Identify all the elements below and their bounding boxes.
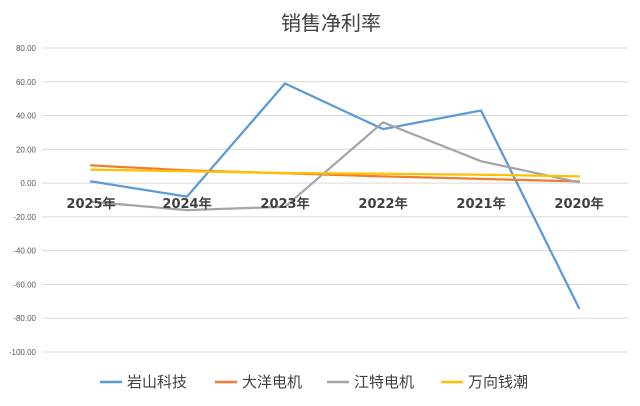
y-tick-label: 0.00 (20, 179, 36, 188)
series-lines (89, 82, 581, 310)
legend: 岩山科技 大洋电机 江特电机 万向钱潮 (100, 373, 528, 391)
x-tick-label: 2020年 (554, 196, 603, 212)
series-line-3 (89, 168, 581, 178)
y-tick-label: -40.00 (13, 247, 36, 256)
series-line-0 (89, 82, 581, 310)
y-tick-label: 60.00 (16, 78, 37, 87)
legend-label: 江特电机 (354, 373, 414, 391)
y-tick-label: -20.00 (13, 213, 36, 222)
y-axis-ticks: 80.00 60.00 40.00 20.00 0.00 -20.00 -40.00 -60.… (9, 44, 37, 357)
x-tick-label: 2021年 (456, 196, 505, 212)
series-line-1 (89, 164, 581, 183)
x-axis-ticks: 2025年 2024年 2023年 2022年 2021年 2020年 (66, 196, 603, 212)
chart-title: 销售净利率 (281, 11, 381, 35)
x-tick-label: 2022年 (358, 196, 407, 212)
legend-label: 岩山科技 (127, 373, 187, 391)
x-tick-label: 2025年 (66, 196, 115, 212)
y-tick-label: -100.00 (9, 348, 37, 357)
x-tick-label: 2023年 (260, 196, 309, 212)
legend-label: 万向钱潮 (468, 373, 528, 391)
series-line-2 (89, 121, 581, 212)
y-tick-label: 20.00 (16, 145, 37, 154)
x-tick-label: 2024年 (162, 196, 211, 212)
legend-label: 大洋电机 (242, 373, 302, 391)
gridlines (42, 47, 628, 353)
y-tick-label: 40.00 (16, 112, 37, 121)
y-tick-label: 80.00 (16, 44, 37, 53)
y-tick-label: -60.00 (13, 280, 36, 289)
y-tick-label: -80.00 (13, 314, 36, 323)
